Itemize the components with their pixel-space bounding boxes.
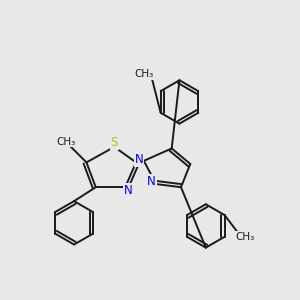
Text: S: S bbox=[111, 136, 118, 149]
Text: N: N bbox=[135, 153, 143, 166]
Text: CH₃: CH₃ bbox=[134, 69, 153, 79]
Text: CH₃: CH₃ bbox=[56, 136, 75, 147]
Text: N: N bbox=[147, 175, 156, 188]
Text: CH₃: CH₃ bbox=[236, 232, 255, 242]
Text: N: N bbox=[124, 184, 133, 197]
